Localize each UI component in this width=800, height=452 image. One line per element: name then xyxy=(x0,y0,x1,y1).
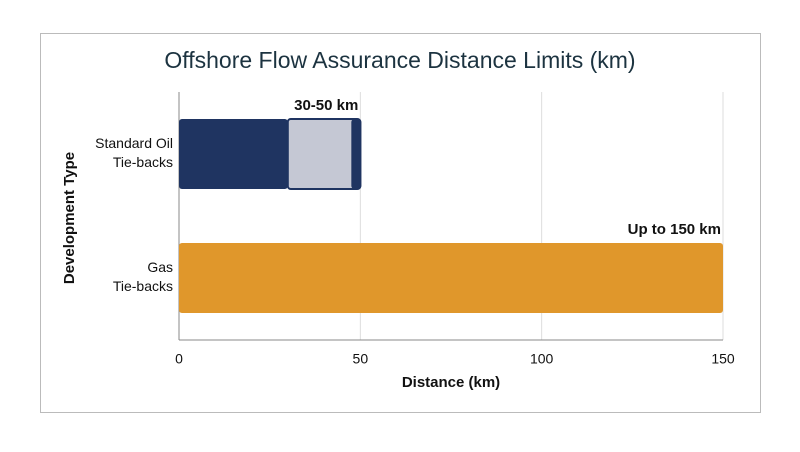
x-tick-label: 0 xyxy=(175,351,183,367)
chart-frame xyxy=(40,33,761,413)
x-tick-label: 150 xyxy=(711,351,735,367)
y-axis-label: Development Type xyxy=(61,152,78,284)
bar xyxy=(179,119,288,189)
bar xyxy=(179,243,723,313)
bar xyxy=(286,118,362,190)
x-axis-label: Distance (km) xyxy=(402,374,500,391)
annotation: 30-50 km xyxy=(294,97,358,114)
y-tick-label: Gas xyxy=(147,259,173,275)
y-tick-label: Tie-backs xyxy=(113,154,173,170)
bar-cap xyxy=(351,119,362,189)
x-tick-label: 100 xyxy=(530,351,554,367)
annotation: Up to 150 km xyxy=(628,221,721,238)
y-tick-label: Tie-backs xyxy=(113,278,173,294)
y-tick-label: Standard Oil xyxy=(95,135,173,151)
chart-title: Offshore Flow Assurance Distance Limits … xyxy=(164,47,635,73)
x-tick-label: 50 xyxy=(353,351,369,367)
